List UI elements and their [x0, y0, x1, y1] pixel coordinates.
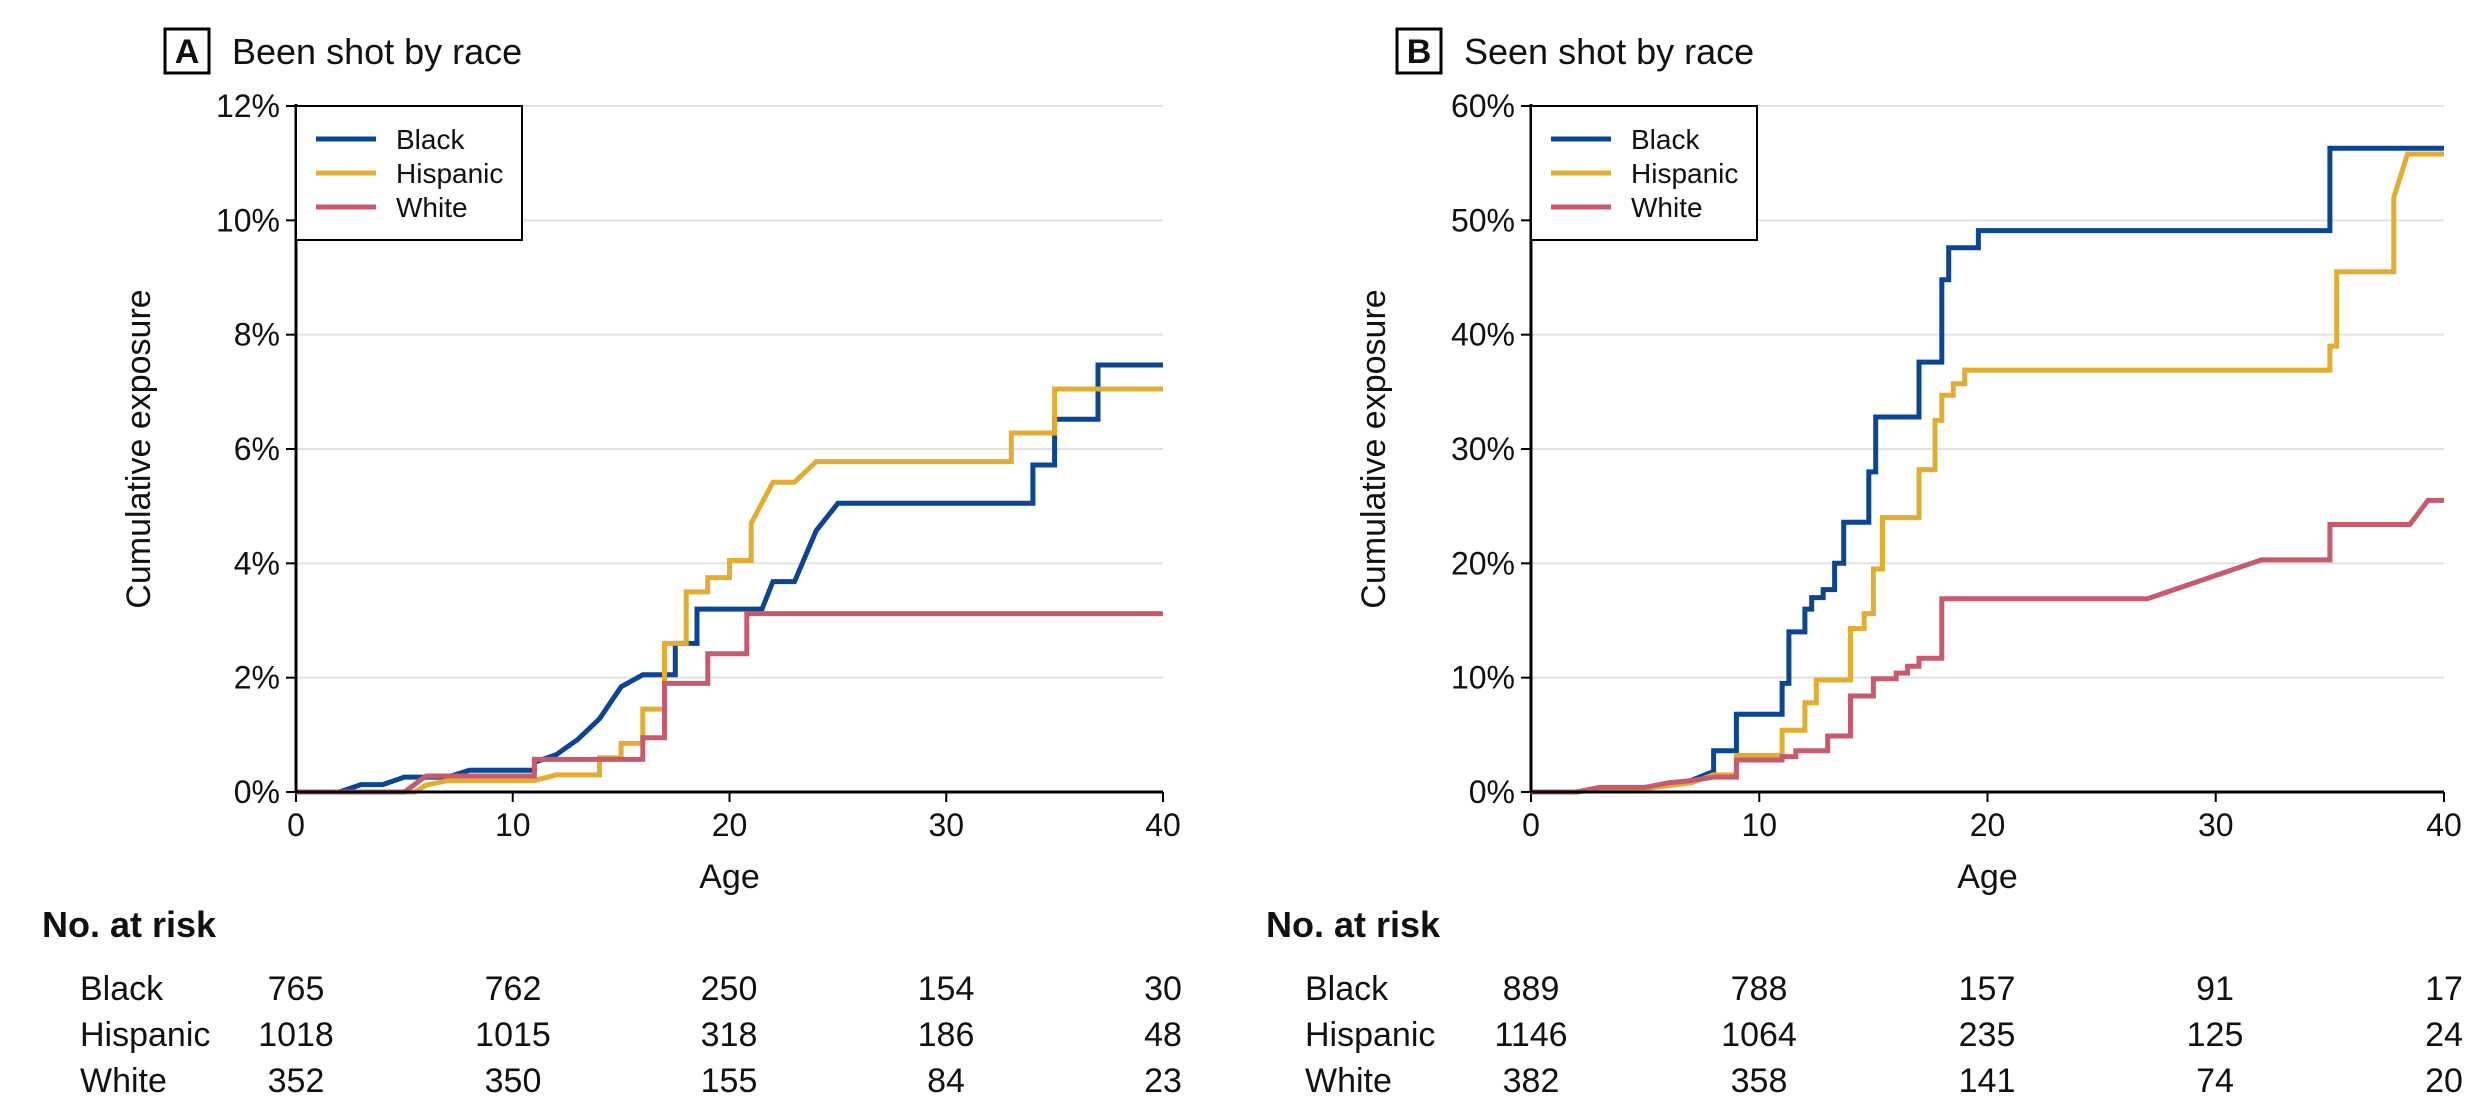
series-line-black — [1531, 145, 2444, 795]
y-tick-label: 12% — [216, 88, 280, 124]
series-line-white — [296, 611, 1163, 795]
risk-value: 352 — [268, 1062, 325, 1100]
risk-row-label: White — [80, 1062, 167, 1100]
x-tick-label: 10 — [1741, 807, 1777, 843]
x-tick-label: 30 — [2198, 807, 2234, 843]
risk-table-header: No. at risk — [42, 904, 217, 945]
risk-value: 1146 — [1494, 1016, 1567, 1054]
risk-value: 382 — [1503, 1062, 1560, 1100]
x-axis-title: Age — [1957, 858, 2018, 896]
y-tick-label: 60% — [1451, 88, 1515, 124]
risk-value: 20 — [2425, 1062, 2463, 1100]
y-tick-label: 4% — [234, 545, 280, 581]
y-tick-label: 40% — [1451, 317, 1515, 353]
legend-label: Black — [1631, 124, 1700, 155]
risk-value: 1018 — [258, 1016, 334, 1054]
risk-value: 1015 — [475, 1016, 551, 1054]
risk-value: 125 — [2187, 1016, 2244, 1054]
panel-letter: B — [1407, 33, 1432, 71]
panel-a: A Been shot by race 0% 2% 4% 6% 8% 10% 12% 0 10 20 3… — [42, 27, 1182, 1100]
risk-row-label: Black — [1305, 970, 1389, 1008]
panel-b: B Seen shot by race 0% 10% 20% 30% 40% 50% 60% 0 1… — [1266, 27, 2463, 1100]
risk-row-label: Hispanic — [80, 1016, 210, 1054]
risk-value: 91 — [2196, 970, 2234, 1008]
risk-value: 154 — [918, 970, 975, 1008]
risk-value: 30 — [1144, 970, 1182, 1008]
y-tick-label: 10% — [216, 202, 280, 238]
x-axis-title: Age — [699, 858, 760, 896]
y-tick-label: 0% — [1469, 774, 1515, 810]
risk-value: 74 — [2196, 1062, 2234, 1100]
y-tick-label: 2% — [234, 660, 280, 696]
risk-value: 788 — [1731, 970, 1788, 1008]
risk-value: 157 — [1959, 970, 2016, 1008]
risk-value: 765 — [268, 970, 325, 1008]
series-line-white — [1531, 497, 2444, 795]
risk-value: 84 — [927, 1062, 965, 1100]
x-tick-label: 40 — [1145, 807, 1181, 843]
y-tick-label: 30% — [1451, 431, 1515, 467]
y-tick-label: 20% — [1451, 545, 1515, 581]
legend-label: Black — [396, 124, 465, 155]
risk-value: 235 — [1959, 1016, 2016, 1054]
y-tick-label: 10% — [1451, 660, 1515, 696]
risk-row-label: Hispanic — [1305, 1016, 1435, 1054]
x-tick-label: 0 — [1522, 807, 1540, 843]
risk-value: 889 — [1503, 970, 1560, 1008]
chart-title: Seen shot by race — [1464, 31, 1754, 72]
risk-value: 17 — [2425, 970, 2463, 1008]
series-line-hispanic — [1531, 151, 2444, 795]
risk-value: 250 — [701, 970, 758, 1008]
y-tick-label: 6% — [234, 431, 280, 467]
y-axis-title: Cumulative exposure — [1355, 289, 1393, 608]
risk-value: 350 — [485, 1062, 542, 1100]
x-tick-label: 10 — [495, 807, 531, 843]
risk-value: 1064 — [1721, 1016, 1797, 1054]
risk-value: 48 — [1144, 1016, 1182, 1054]
series-line-hispanic — [296, 386, 1163, 795]
x-tick-label: 30 — [928, 807, 964, 843]
y-tick-label: 0% — [234, 774, 280, 810]
risk-value: 358 — [1731, 1062, 1788, 1100]
risk-row-label: White — [1305, 1062, 1392, 1100]
y-axis-title: Cumulative exposure — [120, 289, 158, 608]
y-tick-label: 50% — [1451, 202, 1515, 238]
legend-label: Hispanic — [396, 158, 503, 189]
legend-label: White — [396, 192, 468, 223]
risk-value: 186 — [918, 1016, 975, 1054]
chart-title: Been shot by race — [232, 31, 522, 72]
risk-value: 141 — [1959, 1062, 2016, 1100]
risk-table-header: No. at risk — [1266, 904, 1441, 945]
risk-value: 155 — [701, 1062, 758, 1100]
panel-letter: A — [175, 33, 200, 71]
x-tick-label: 40 — [2426, 807, 2462, 843]
panel-letter-box — [1395, 27, 1443, 75]
panel-letter-box — [163, 27, 211, 75]
legend-label: White — [1631, 192, 1703, 223]
risk-value: 23 — [1144, 1062, 1182, 1100]
x-tick-label: 0 — [287, 807, 305, 843]
x-tick-label: 20 — [712, 807, 748, 843]
risk-value: 24 — [2425, 1016, 2463, 1054]
legend-label: Hispanic — [1631, 158, 1738, 189]
risk-value: 762 — [485, 970, 542, 1008]
risk-row-label: Black — [80, 970, 164, 1008]
y-tick-label: 8% — [234, 317, 280, 353]
risk-value: 318 — [701, 1016, 758, 1054]
x-tick-label: 20 — [1970, 807, 2006, 843]
